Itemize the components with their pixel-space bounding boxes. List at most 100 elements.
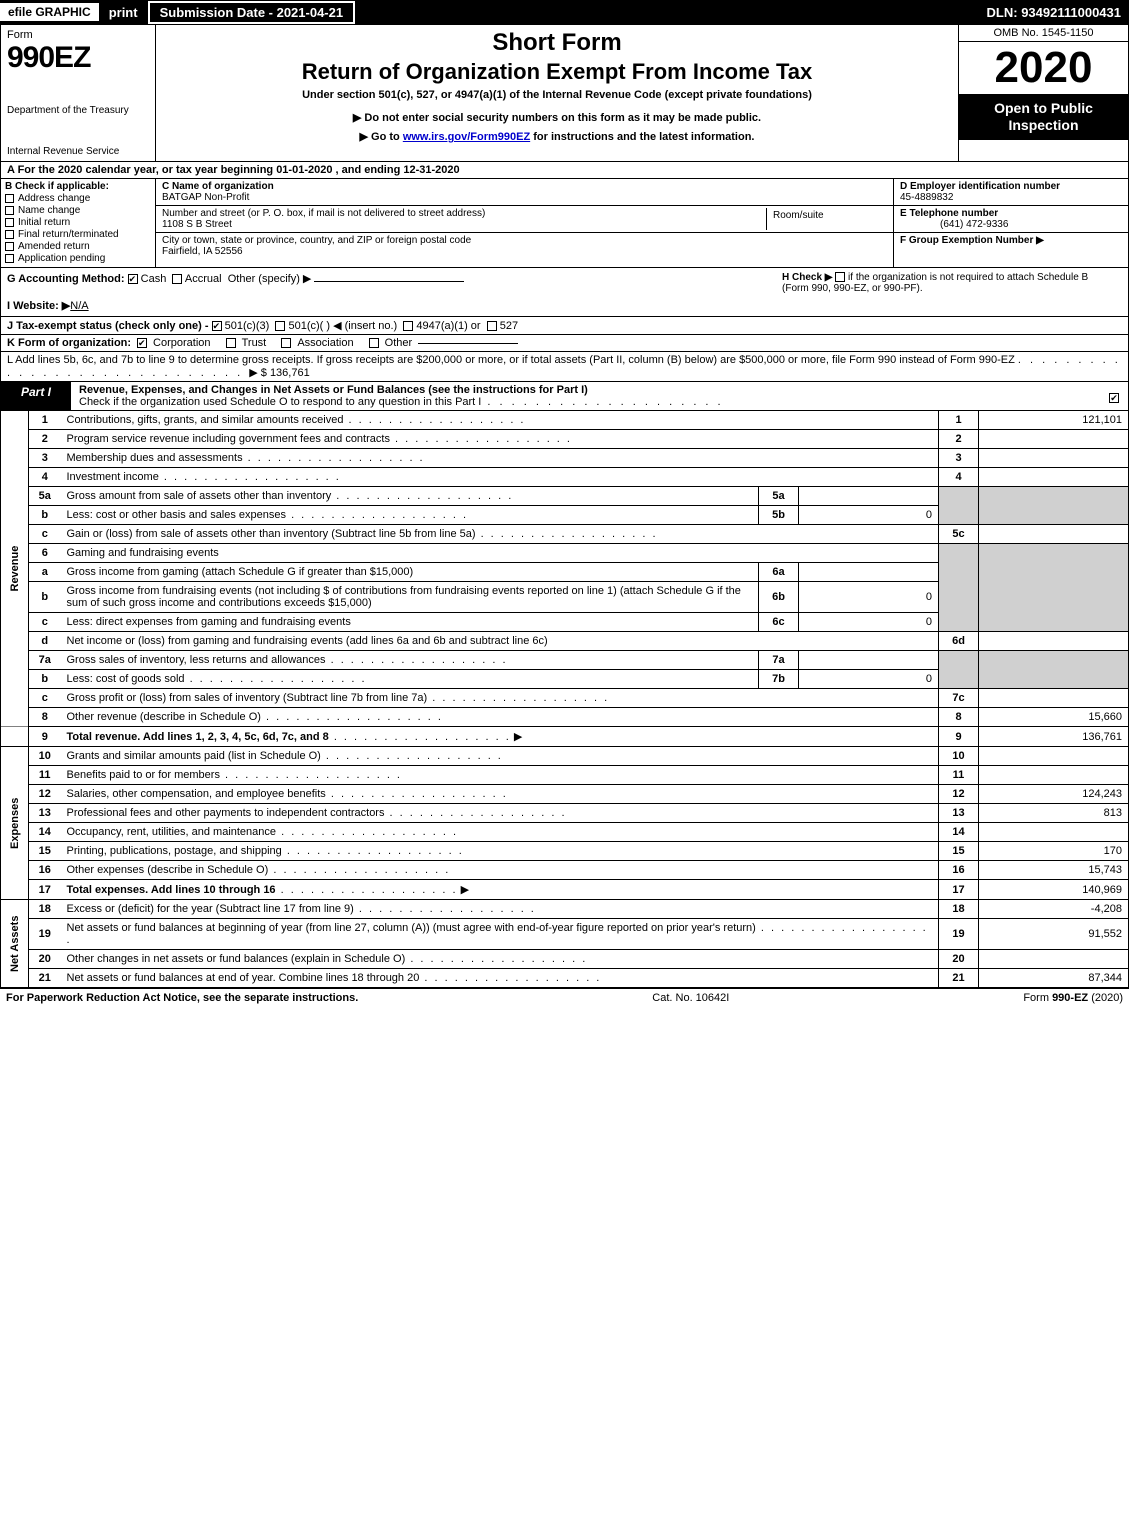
j-label: J Tax-exempt status (check only one) - xyxy=(7,320,209,332)
chk-cash[interactable] xyxy=(128,274,138,284)
line-17: 17Total expenses. Add lines 10 through 1… xyxy=(1,880,1129,900)
side-revenue: Revenue xyxy=(1,411,29,727)
chk-527[interactable] xyxy=(487,321,497,331)
l-text: L Add lines 5b, 6c, and 7b to line 9 to … xyxy=(7,354,1015,366)
ein-value: 45-4889832 xyxy=(900,192,953,203)
chk-assoc[interactable] xyxy=(281,338,291,348)
dln: DLN: 93492111000431 xyxy=(987,5,1129,20)
tax-year: 2020 xyxy=(959,42,1128,94)
goto-post: for instructions and the latest informat… xyxy=(530,131,754,143)
department-label: Department of the Treasury xyxy=(7,105,149,116)
line-20: 20Other changes in net assets or fund ba… xyxy=(1,950,1129,969)
omb-number: OMB No. 1545-1150 xyxy=(959,25,1128,42)
line-15: 15Printing, publications, postage, and s… xyxy=(1,842,1129,861)
h-text: if the organization is not required to a… xyxy=(848,272,1088,283)
chk-amended-return[interactable]: Amended return xyxy=(5,241,151,252)
under-section: Under section 501(c), 527, or 4947(a)(1)… xyxy=(166,89,948,101)
chk-accrual[interactable] xyxy=(172,274,182,284)
top-bar: efile GRAPHIC print Submission Date - 20… xyxy=(0,0,1129,24)
gh-right: H Check ▶ if the organization is not req… xyxy=(782,272,1122,312)
row-l-gross: L Add lines 5b, 6c, and 7b to line 9 to … xyxy=(0,352,1129,382)
line-4: 4Investment income4 xyxy=(1,468,1129,487)
chk-4947[interactable] xyxy=(403,321,413,331)
other-specify-input[interactable] xyxy=(314,281,464,282)
ein-label: D Employer identification number xyxy=(900,181,1060,192)
chk-trust[interactable] xyxy=(226,338,236,348)
chk-final-return[interactable]: Final return/terminated xyxy=(5,229,151,240)
line-10: Expenses10Grants and similar amounts pai… xyxy=(1,747,1129,766)
org-name-row: C Name of organization BATGAP Non-Profit xyxy=(156,179,893,206)
part1-header: Part I Revenue, Expenses, and Changes in… xyxy=(0,382,1129,411)
revenue-table: Revenue 1 Contributions, gifts, grants, … xyxy=(0,411,1129,988)
goto-link[interactable]: www.irs.gov/Form990EZ xyxy=(403,131,530,143)
addr-label: Number and street (or P. O. box, if mail… xyxy=(162,208,485,219)
ssn-warning: ▶ Do not enter social security numbers o… xyxy=(166,111,948,124)
form-title-block: Short Form Return of Organization Exempt… xyxy=(156,25,958,161)
part1-title: Revenue, Expenses, and Changes in Net As… xyxy=(71,382,1100,410)
cat-no: Cat. No. 10642I xyxy=(358,992,1023,1004)
form-ref: Form 990-EZ (2020) xyxy=(1023,992,1123,1004)
line-7c: cGross profit or (loss) from sales of in… xyxy=(1,689,1129,708)
chk-corp[interactable] xyxy=(137,338,147,348)
row-k-formorg: K Form of organization: Corporation Trus… xyxy=(0,335,1129,352)
other-org-input[interactable] xyxy=(418,343,518,344)
gh-left: G Accounting Method: Cash Accrual Other … xyxy=(7,272,782,312)
line-6d: dNet income or (loss) from gaming and fu… xyxy=(1,632,1129,651)
org-addr-row: Number and street (or P. O. box, if mail… xyxy=(156,206,893,233)
section-ghi: G Accounting Method: Cash Accrual Other … xyxy=(0,268,1129,317)
chk-part1-scho[interactable] xyxy=(1109,393,1119,403)
chk-application-pending[interactable]: Application pending xyxy=(5,253,151,264)
submission-date: Submission Date - 2021-04-21 xyxy=(148,1,356,24)
chk-other-org[interactable] xyxy=(369,338,379,348)
line-8: 8Other revenue (describe in Schedule O)8… xyxy=(1,708,1129,727)
accounting-method-row: G Accounting Method: Cash Accrual Other … xyxy=(7,272,782,285)
page-footer: For Paperwork Reduction Act Notice, see … xyxy=(0,988,1129,1007)
line-9: 9Total revenue. Add lines 1, 2, 3, 4, 5c… xyxy=(1,727,1129,747)
row-j-taxexempt: J Tax-exempt status (check only one) - 5… xyxy=(0,317,1129,335)
l-value: ▶ $ 136,761 xyxy=(249,367,309,379)
line-19: 19Net assets or fund balances at beginni… xyxy=(1,919,1129,950)
website-label: I Website: ▶ xyxy=(7,300,70,312)
line-16: 16Other expenses (describe in Schedule O… xyxy=(1,861,1129,880)
line-11: 11Benefits paid to or for members11 xyxy=(1,766,1129,785)
org-name-label: C Name of organization xyxy=(162,181,274,192)
print-link[interactable]: print xyxy=(99,5,148,20)
paperwork-notice: For Paperwork Reduction Act Notice, see … xyxy=(6,992,358,1004)
line-18: Net Assets18Excess or (deficit) for the … xyxy=(1,900,1129,919)
tel-label: E Telephone number xyxy=(900,208,998,219)
line-5a: 5aGross amount from sale of assets other… xyxy=(1,487,1129,506)
open-inspection: Open to Public Inspection xyxy=(959,94,1128,140)
col-c-org: C Name of organization BATGAP Non-Profit… xyxy=(156,179,893,267)
side-expenses: Expenses xyxy=(1,747,29,900)
return-title: Return of Organization Exempt From Incom… xyxy=(166,59,948,85)
org-name: BATGAP Non-Profit xyxy=(162,192,249,203)
col-b-label: B Check if applicable: xyxy=(5,181,151,192)
chk-501c[interactable] xyxy=(275,321,285,331)
chk-name-change[interactable]: Name change xyxy=(5,205,151,216)
form-number: 990EZ xyxy=(7,41,149,75)
side-netassets: Net Assets xyxy=(1,900,29,988)
k-label: K Form of organization: xyxy=(7,337,131,349)
goto-pre: ▶ Go to xyxy=(360,131,403,143)
form-header: Form 990EZ Department of the Treasury In… xyxy=(0,24,1129,162)
room-label: Room/suite xyxy=(767,208,887,230)
irs-label: Internal Revenue Service xyxy=(7,146,149,157)
chk-h[interactable] xyxy=(835,272,845,282)
line-7a: 7aGross sales of inventory, less returns… xyxy=(1,651,1129,670)
col-d-ids: D Employer identification number 45-4889… xyxy=(893,179,1128,267)
ein-row: D Employer identification number 45-4889… xyxy=(894,179,1128,206)
line-14: 14Occupancy, rent, utilities, and mainte… xyxy=(1,823,1129,842)
line-13: 13Professional fees and other payments t… xyxy=(1,804,1129,823)
addr-value: 1108 S B Street xyxy=(162,219,232,230)
line-21: 21Net assets or fund balances at end of … xyxy=(1,969,1129,988)
short-form-title: Short Form xyxy=(166,29,948,57)
chk-initial-return[interactable]: Initial return xyxy=(5,217,151,228)
city-value: Fairfield, IA 52556 xyxy=(162,246,243,257)
form-word: Form xyxy=(7,29,149,41)
chk-address-change[interactable]: Address change xyxy=(5,193,151,204)
efile-label: efile GRAPHIC xyxy=(0,3,99,21)
website-row: I Website: ▶N/A xyxy=(7,299,782,312)
line-2: 2Program service revenue including gover… xyxy=(1,430,1129,449)
chk-501c3[interactable] xyxy=(212,321,222,331)
line-5c: cGain or (loss) from sale of assets othe… xyxy=(1,525,1129,544)
